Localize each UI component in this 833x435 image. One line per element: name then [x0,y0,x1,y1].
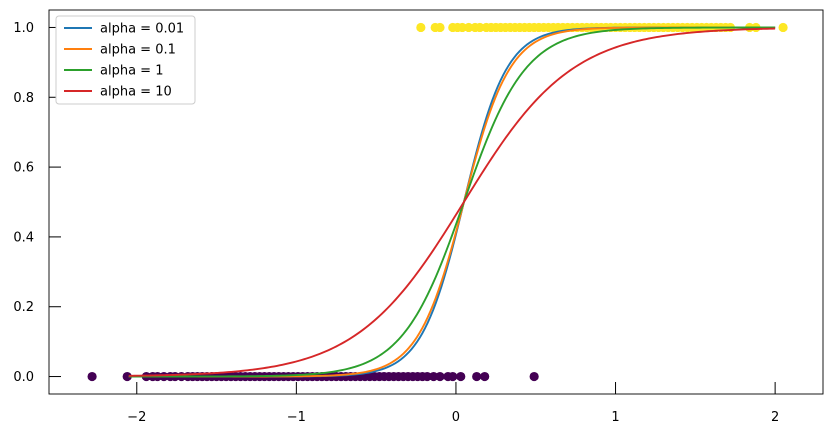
series-curves [128,26,776,378]
data-point-class-1 [778,22,788,33]
x-tick-label: −2 [127,410,146,425]
legend-label: alpha = 0.1 [100,43,176,58]
data-point-class-0 [435,371,445,382]
data-point-class-1 [435,22,445,33]
x-tick-label: 2 [771,410,779,425]
y-tick-label: 0.0 [13,370,34,385]
data-point-class-1 [464,22,474,33]
data-point-class-0 [480,371,490,382]
legend: alpha = 0.01 alpha = 0.1 alpha = 1 alpha = … [55,15,196,105]
series-line-3 [128,26,776,378]
y-tick-label: 0.6 [13,161,34,176]
plot-area-frame [48,9,824,395]
legend-box [55,15,196,105]
legend-label: alpha = 10 [100,85,172,100]
y-axis: 0.0 0.2 0.4 0.6 0.8 1.0 [13,21,61,385]
series-line-4 [128,27,776,377]
data-point-class-0 [448,371,458,382]
data-point-class-1 [416,22,426,33]
data-point-class-1 [457,22,467,33]
legend-label: alpha = 0.01 [100,22,184,37]
data-point-class-0 [429,371,439,382]
y-tick-label: 0.8 [13,91,34,106]
data-point-class-0 [87,371,97,382]
y-tick-label: 0.4 [13,230,34,245]
x-axis: −2 −1 0 1 2 [127,382,779,425]
x-tick-label: 1 [611,410,619,425]
data-point-class-0 [529,371,539,382]
y-tick-label: 0.2 [13,300,34,315]
data-point-class-0 [122,371,132,382]
legend-label: alpha = 1 [100,64,163,79]
y-tick-label: 1.0 [13,21,34,36]
data-point-class-0 [422,371,432,382]
data-point-class-0 [456,371,466,382]
data-point-class-0 [472,371,482,382]
x-tick-label: 0 [452,410,460,425]
data-point-class-1 [475,22,485,33]
x-tick-label: −1 [287,410,306,425]
